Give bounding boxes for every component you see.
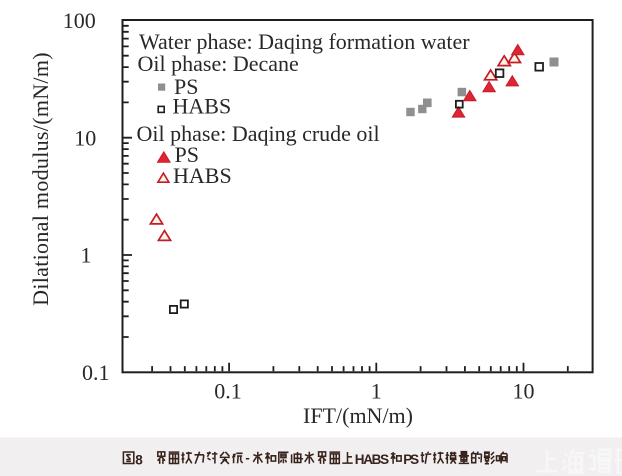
svg-text:PS: PS [174, 74, 198, 99]
svg-text:Oil phase: Daqing crude oil: Oil phase: Daqing crude oil [137, 121, 380, 146]
svg-text:0.1: 0.1 [214, 379, 242, 404]
svg-text:IFT/(mN/m): IFT/(mN/m) [303, 403, 413, 428]
svg-text:PS: PS [175, 142, 199, 167]
svg-text:Dilational modulus/(mN/m): Dilational modulus/(mN/m) [28, 52, 53, 306]
svg-text:8: 8 [135, 452, 143, 467]
svg-text:-: - [299, 450, 303, 465]
svg-text:0.1: 0.1 [82, 360, 110, 385]
svg-text:-: - [245, 450, 249, 465]
svg-text:HABS: HABS [355, 452, 389, 467]
svg-text:100: 100 [63, 8, 96, 33]
svg-text:PS: PS [403, 452, 419, 467]
svg-text:Oil phase: Decane: Oil phase: Decane [138, 51, 299, 76]
svg-text:1: 1 [81, 243, 92, 268]
svg-text:HABS: HABS [173, 163, 232, 188]
svg-text:HABS: HABS [173, 94, 232, 119]
svg-text:10: 10 [74, 126, 96, 151]
svg-text:Water phase: Daqing formation: Water phase: Daqing formation water [139, 29, 470, 54]
svg-text:1: 1 [371, 378, 382, 403]
svg-text:10: 10 [513, 378, 535, 403]
